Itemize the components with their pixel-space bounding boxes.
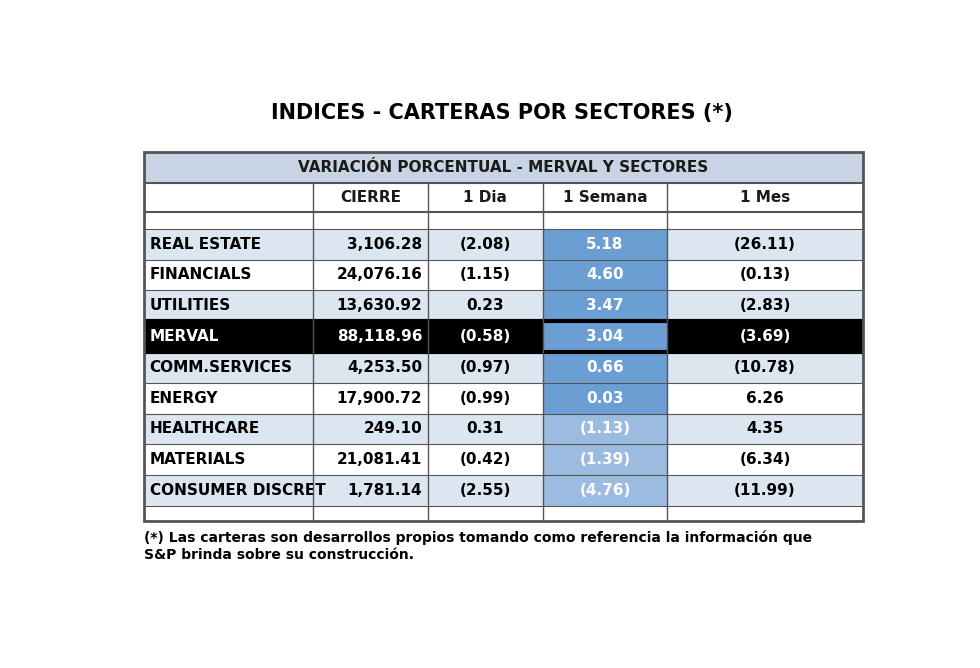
Bar (144, 352, 862, 383)
Bar (144, 475, 862, 506)
Text: 4,253.50: 4,253.50 (347, 360, 422, 375)
Bar (144, 152, 862, 521)
Text: CIERRE: CIERRE (340, 190, 401, 204)
Text: REAL ESTATE: REAL ESTATE (150, 236, 261, 252)
Text: 21,081.41: 21,081.41 (337, 452, 422, 468)
Bar (144, 506, 862, 521)
Text: 1 Semana: 1 Semana (563, 190, 647, 204)
Text: MERVAL: MERVAL (150, 329, 219, 344)
Text: (0.13): (0.13) (740, 267, 791, 283)
Text: (6.34): (6.34) (739, 452, 791, 468)
Bar (144, 228, 862, 260)
Text: (0.99): (0.99) (460, 391, 511, 405)
Text: VARIACIÓN PORCENTUAL - MERVAL Y SECTORES: VARIACIÓN PORCENTUAL - MERVAL Y SECTORES (298, 160, 709, 174)
Text: (4.76): (4.76) (579, 483, 630, 498)
Text: 1,781.14: 1,781.14 (348, 483, 422, 498)
Text: 5.18: 5.18 (586, 236, 623, 252)
Text: 0.23: 0.23 (466, 299, 504, 313)
Bar (144, 182, 862, 212)
Text: (1.13): (1.13) (579, 422, 630, 436)
Text: 24,076.16: 24,076.16 (336, 267, 422, 283)
Text: S&P brinda sobre su construcción.: S&P brinda sobre su construcción. (144, 548, 415, 562)
Text: 0.31: 0.31 (466, 422, 504, 436)
Text: (1.15): (1.15) (460, 267, 511, 283)
Text: HEALTHCARE: HEALTHCARE (150, 422, 260, 436)
Bar (144, 152, 862, 182)
Bar (543, 444, 667, 475)
Bar (543, 475, 667, 506)
Bar (144, 413, 862, 444)
Text: 3.04: 3.04 (586, 329, 623, 344)
Bar (543, 260, 667, 291)
Bar (144, 260, 862, 291)
Text: (2.83): (2.83) (739, 299, 791, 313)
Bar (543, 228, 667, 260)
Bar (144, 383, 862, 413)
Text: 6.26: 6.26 (746, 391, 784, 405)
Text: 4.60: 4.60 (586, 267, 623, 283)
Text: FINANCIALS: FINANCIALS (150, 267, 252, 283)
Text: COMM.SERVICES: COMM.SERVICES (150, 360, 293, 375)
Text: (2.55): (2.55) (460, 483, 511, 498)
Bar (543, 291, 667, 321)
Text: (0.97): (0.97) (460, 360, 511, 375)
Text: (0.58): (0.58) (460, 329, 511, 344)
Text: (3.69): (3.69) (739, 329, 791, 344)
Bar (144, 291, 862, 321)
Text: (*) Las carteras son desarrollos propios tomando como referencia la información : (*) Las carteras son desarrollos propios… (144, 530, 812, 545)
Text: (10.78): (10.78) (734, 360, 796, 375)
Text: (2.08): (2.08) (460, 236, 511, 252)
Text: 1 Dia: 1 Dia (464, 190, 507, 204)
Bar (543, 413, 667, 444)
Text: 13,630.92: 13,630.92 (337, 299, 422, 313)
Bar (144, 212, 862, 228)
Bar (543, 352, 667, 383)
Text: 17,900.72: 17,900.72 (337, 391, 422, 405)
Text: UTILITIES: UTILITIES (150, 299, 231, 313)
Text: 3.47: 3.47 (586, 299, 623, 313)
Text: 3,106.28: 3,106.28 (347, 236, 422, 252)
Text: 4.35: 4.35 (746, 422, 784, 436)
Bar (543, 383, 667, 413)
Text: 1 Mes: 1 Mes (740, 190, 790, 204)
Text: 0.66: 0.66 (586, 360, 624, 375)
Text: ENERGY: ENERGY (150, 391, 219, 405)
Text: (11.99): (11.99) (734, 483, 796, 498)
Text: MATERIALS: MATERIALS (150, 452, 246, 468)
Text: CONSUMER DISCRET: CONSUMER DISCRET (150, 483, 325, 498)
Bar (543, 321, 667, 352)
Text: 0.03: 0.03 (586, 391, 623, 405)
Text: (0.42): (0.42) (460, 452, 511, 468)
Text: (1.39): (1.39) (579, 452, 630, 468)
Text: 249.10: 249.10 (364, 422, 422, 436)
Text: INDICES - CARTERAS POR SECTORES (*): INDICES - CARTERAS POR SECTORES (*) (271, 104, 733, 124)
Bar (144, 444, 862, 475)
Text: (26.11): (26.11) (734, 236, 796, 252)
Text: 88,118.96: 88,118.96 (337, 329, 422, 344)
Bar (144, 321, 862, 352)
